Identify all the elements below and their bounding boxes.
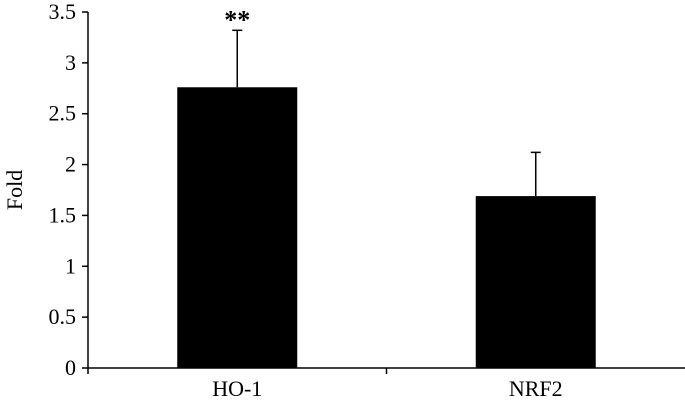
x-category-label: HO-1: [212, 376, 262, 401]
y-tick-label: 1: [65, 253, 76, 278]
significance-label: **: [224, 5, 250, 34]
bar-nrf2: [475, 196, 596, 368]
y-tick-label: 0: [65, 355, 76, 380]
y-tick-label: 1.5: [49, 202, 77, 227]
y-axis-title: Fold: [2, 170, 27, 210]
y-tick-label: 3: [65, 50, 76, 75]
y-tick-label: 2: [65, 152, 76, 177]
bars-group: [177, 87, 596, 369]
y-axis: 0 0.5 1 1.5 2 2.5 3 3.5: [49, 0, 89, 380]
y-tick-label: 0.5: [49, 304, 77, 329]
bar-ho-1: [177, 87, 298, 369]
y-tick-label: 2.5: [49, 101, 77, 126]
y-tick-label: 3.5: [49, 0, 77, 24]
x-axis: HO-1 NRF2: [87, 367, 685, 401]
x-category-label: NRF2: [509, 376, 563, 401]
error-bars-group: [232, 29, 541, 197]
annotations-group: **: [224, 5, 250, 34]
